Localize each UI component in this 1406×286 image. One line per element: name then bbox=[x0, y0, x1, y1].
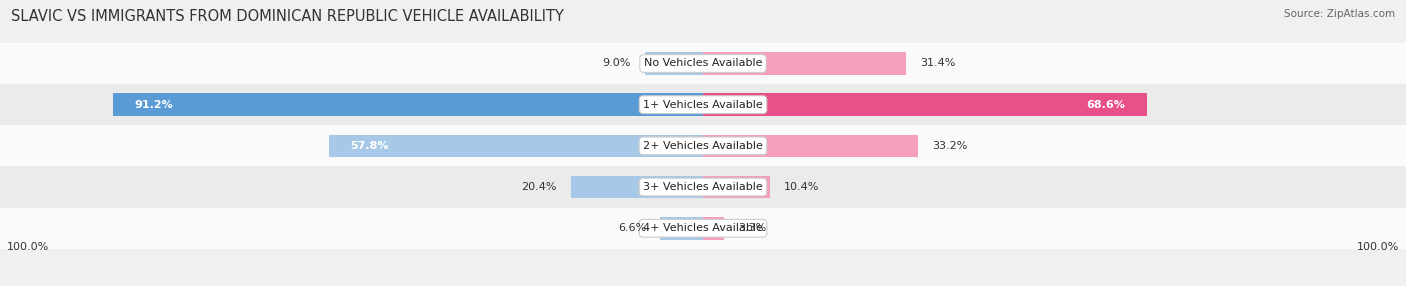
Bar bbox=[703, 176, 770, 198]
Bar bbox=[112, 93, 703, 116]
Bar bbox=[0, 166, 1406, 208]
Text: 57.8%: 57.8% bbox=[350, 141, 389, 151]
Text: 4+ Vehicles Available: 4+ Vehicles Available bbox=[643, 223, 763, 233]
Bar bbox=[329, 134, 703, 157]
Bar bbox=[0, 125, 1406, 166]
Bar bbox=[0, 208, 1406, 249]
Bar bbox=[703, 93, 1147, 116]
Bar bbox=[703, 217, 724, 240]
Text: 2+ Vehicles Available: 2+ Vehicles Available bbox=[643, 141, 763, 151]
Text: 3+ Vehicles Available: 3+ Vehicles Available bbox=[643, 182, 763, 192]
Bar bbox=[571, 176, 703, 198]
Bar bbox=[645, 52, 703, 75]
Bar bbox=[661, 217, 703, 240]
Text: SLAVIC VS IMMIGRANTS FROM DOMINICAN REPUBLIC VEHICLE AVAILABILITY: SLAVIC VS IMMIGRANTS FROM DOMINICAN REPU… bbox=[11, 9, 564, 23]
Text: 91.2%: 91.2% bbox=[134, 100, 173, 110]
Text: 33.2%: 33.2% bbox=[932, 141, 967, 151]
Text: 31.4%: 31.4% bbox=[920, 59, 956, 68]
Text: 3.3%: 3.3% bbox=[738, 223, 766, 233]
Bar bbox=[703, 134, 918, 157]
Bar bbox=[0, 43, 1406, 84]
Text: 1+ Vehicles Available: 1+ Vehicles Available bbox=[643, 100, 763, 110]
Text: 20.4%: 20.4% bbox=[522, 182, 557, 192]
Bar bbox=[703, 52, 905, 75]
Text: 9.0%: 9.0% bbox=[602, 59, 631, 68]
Text: 100.0%: 100.0% bbox=[7, 242, 49, 252]
Bar bbox=[0, 84, 1406, 125]
Text: 6.6%: 6.6% bbox=[619, 223, 647, 233]
Text: Source: ZipAtlas.com: Source: ZipAtlas.com bbox=[1284, 9, 1395, 19]
Text: No Vehicles Available: No Vehicles Available bbox=[644, 59, 762, 68]
Text: 100.0%: 100.0% bbox=[1357, 242, 1399, 252]
Text: 68.6%: 68.6% bbox=[1087, 100, 1126, 110]
Text: 10.4%: 10.4% bbox=[785, 182, 820, 192]
